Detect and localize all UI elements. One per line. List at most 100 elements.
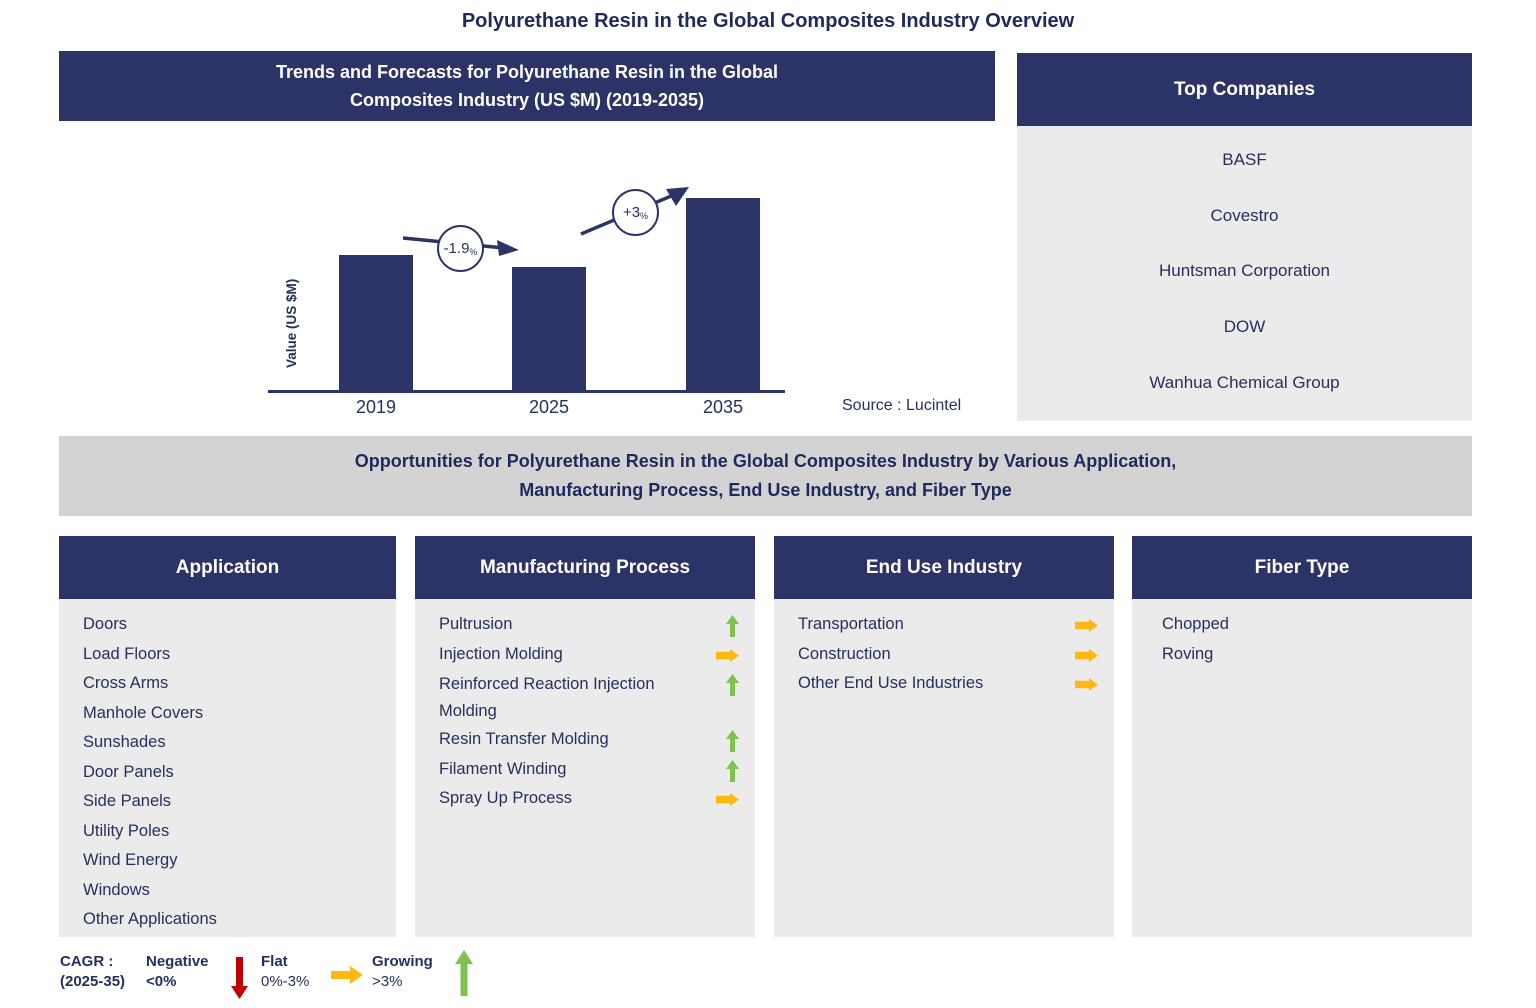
list-item: Pultrusion [439,610,739,640]
list-item: Filament Winding [439,755,739,785]
item-label: Transportation [798,615,904,633]
item-label: Load Floors [83,644,171,663]
list-item: Injection Molding [439,640,739,670]
trend-flat-icon [1075,619,1098,632]
legend-item-negative: Negative <0% [146,952,209,992]
list-item: Roving [1162,640,1456,670]
item-label: Filament Winding [439,759,567,778]
legend-negative-name: Negative [146,953,209,970]
application-list: Doors Load Floors Cross Arms Manhole Cov… [59,599,396,935]
growth-unit-1: % [469,246,478,257]
list-item: Side Panels [83,787,380,817]
item-label: Other Applications [83,910,217,928]
item-label: Utility Poles [83,821,170,840]
company-huntsman: Huntsman Corporation [1158,261,1331,281]
list-item: Sunshades [83,728,380,758]
end-use-industry-list: Transportation Construction Other End Us… [774,599,1114,699]
company-wanhua: Wanhua Chemical Group [1149,373,1340,393]
trend-flat-icon [1075,678,1098,691]
end-use-industry-panel: End Use Industry Transportation Construc… [774,536,1114,937]
company-covestro: Covestro [1210,205,1279,225]
list-item: Chopped [1162,610,1456,640]
fiber-type-list: Chopped Roving [1132,599,1472,669]
x-tick-2019: 2019 [355,397,397,417]
trend-up-icon [726,759,739,782]
list-item: Transportation [798,610,1098,640]
list-item: Construction [798,640,1098,670]
growth-value-1: -1.9 [443,240,470,257]
opportunities-banner-line2: Manufacturing Process, End Use Industry,… [519,480,1012,500]
manufacturing-process-panel: Manufacturing Process Pultrusion Injecti… [415,536,755,937]
item-label: Roving [1162,644,1214,663]
bar-2035 [686,198,760,390]
legend-item-growing: Growing >3% [372,952,433,992]
legend-cagr-line1: CAGR : [60,953,114,970]
end-use-industry-header: End Use Industry [774,536,1114,599]
manufacturing-process-header: Manufacturing Process [415,536,755,599]
flat-right-icon [331,966,363,984]
company-dow: DOW [1223,317,1266,337]
growth-annotation-1: -1.9% [437,225,484,272]
item-label: Injection Molding [439,644,563,663]
legend-negative-range: <0% [146,973,177,990]
item-label: Cross Arms [83,674,169,692]
trend-up-icon [726,730,739,752]
fiber-type-header: Fiber Type [1132,536,1472,599]
growth-unit-2: % [640,210,649,221]
negative-down-icon [231,957,248,999]
page-title: Polyurethane Resin in the Global Composi… [461,10,1075,32]
item-label: Sunshades [83,733,166,751]
item-label: Door Panels [83,762,174,781]
trend-up-icon [726,615,739,637]
trend-flat-icon [716,793,739,806]
growing-up-icon [455,950,473,996]
x-axis-line [268,390,785,393]
trends-header-line1: Trends and Forecasts for Polyurethane Re… [275,62,779,82]
x-tick-2035: 2035 [702,397,744,417]
trends-header: Trends and Forecasts for Polyurethane Re… [59,51,995,121]
list-item: Spray Up Process [439,784,739,814]
item-label: Doors [83,615,128,633]
manufacturing-process-list: Pultrusion Injection Molding Reinforced … [415,599,755,814]
top-companies-panel: Top Companies BASF Covestro Huntsman Cor… [1017,53,1472,421]
item-label: Windows [83,880,150,899]
item-label: Pultrusion [439,615,513,633]
item-label: Side Panels [83,792,172,810]
item-label: Resin Transfer Molding [439,730,609,748]
list-item: Reinforced Reaction Injection Molding [439,669,739,725]
bar-2019 [339,255,413,390]
list-item: Other Applications [83,905,380,935]
y-axis-label: Value (US $M) [284,278,299,368]
fiber-type-panel: Fiber Type Chopped Roving [1132,536,1472,937]
legend-growing-name: Growing [372,953,433,970]
trend-flat-icon [1075,648,1098,662]
company-basf: BASF [1222,149,1267,169]
trend-flat-icon [716,648,739,662]
list-item: Doors [83,610,380,640]
legend-cagr-label: CAGR : (2025-35) [60,952,125,992]
x-tick-2025: 2025 [528,397,570,417]
list-item: Wind Energy [83,846,380,876]
trends-header-line2: Composites Industry (US $M) (2019-2035) [349,90,705,110]
application-panel: Application Doors Load Floors Cross Arms… [59,536,396,937]
legend-flat-name: Flat [261,953,288,970]
list-item: Other End Use Industries [798,669,1098,699]
opportunities-banner: Opportunities for Polyurethane Resin in … [59,436,1472,516]
item-label: Manhole Covers [83,703,204,722]
item-label: Reinforced Reaction Injection Molding [439,675,655,720]
top-companies-list: BASF Covestro Huntsman Corporation DOW W… [1017,126,1472,421]
legend-growing-range: >3% [372,973,403,990]
source-note: Source : Lucintel [842,397,962,414]
list-item: Cross Arms [83,669,380,699]
trend-up-icon [726,674,739,696]
legend-cagr-line2: (2025-35) [60,973,126,990]
growth-value-2: +3 [622,204,641,221]
list-item: Manhole Covers [83,699,380,729]
list-item: Door Panels [83,758,380,788]
item-label: Spray Up Process [439,789,572,807]
item-label: Other End Use Industries [798,674,984,692]
list-item: Resin Transfer Molding [439,725,739,755]
growth-annotation-2: +3% [612,189,659,236]
application-header: Application [59,536,396,599]
